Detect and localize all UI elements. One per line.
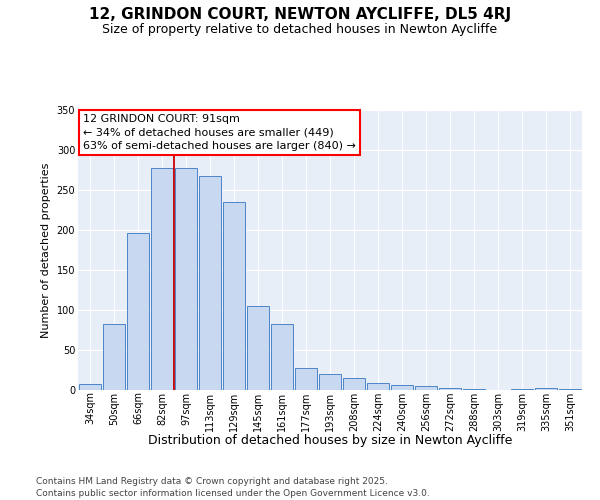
Bar xyxy=(223,202,245,390)
Bar xyxy=(511,389,533,390)
Text: 12, GRINDON COURT, NEWTON AYCLIFFE, DL5 4RJ: 12, GRINDON COURT, NEWTON AYCLIFFE, DL5 … xyxy=(89,8,511,22)
Bar xyxy=(463,389,485,390)
Text: Contains HM Land Registry data © Crown copyright and database right 2025.
Contai: Contains HM Land Registry data © Crown c… xyxy=(36,476,430,498)
Bar xyxy=(319,374,341,390)
Bar xyxy=(199,176,221,390)
Bar xyxy=(415,386,437,390)
Bar xyxy=(103,324,125,390)
Bar xyxy=(151,168,173,390)
Bar xyxy=(79,384,101,390)
Text: Size of property relative to detached houses in Newton Aycliffe: Size of property relative to detached ho… xyxy=(103,22,497,36)
Bar xyxy=(439,388,461,390)
Bar xyxy=(247,306,269,390)
Bar xyxy=(367,383,389,390)
X-axis label: Distribution of detached houses by size in Newton Aycliffe: Distribution of detached houses by size … xyxy=(148,434,512,446)
Bar xyxy=(127,233,149,390)
Text: 12 GRINDON COURT: 91sqm
← 34% of detached houses are smaller (449)
63% of semi-d: 12 GRINDON COURT: 91sqm ← 34% of detache… xyxy=(83,114,356,150)
Bar xyxy=(343,378,365,390)
Y-axis label: Number of detached properties: Number of detached properties xyxy=(41,162,51,338)
Bar xyxy=(535,388,557,390)
Bar xyxy=(295,368,317,390)
Bar xyxy=(271,324,293,390)
Bar xyxy=(391,385,413,390)
Bar xyxy=(559,389,581,390)
Bar xyxy=(175,168,197,390)
